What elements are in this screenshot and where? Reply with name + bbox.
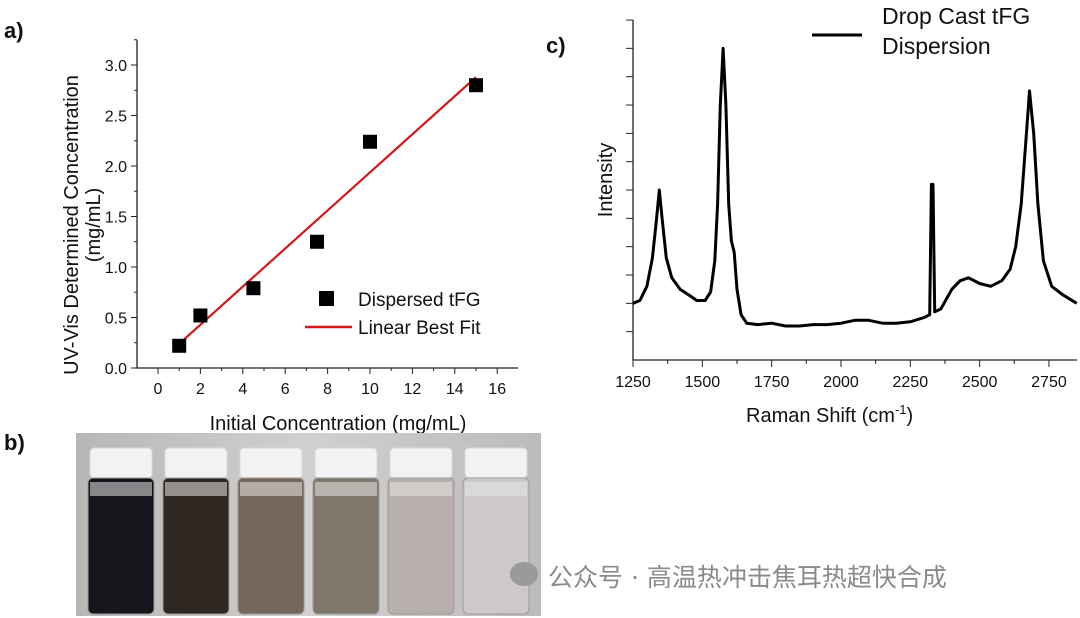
chart-c-x-tick-label: 1250 [615,374,651,391]
chart-a-x-tick-label: 6 [281,381,290,398]
vial [387,447,455,615]
vial-neck [315,482,377,496]
chart-a: UV-Vis Determined Concentration (mg/mL) … [61,39,518,435]
chart-a-y-tick-label: 0.0 [105,361,127,378]
vial-body [162,477,230,615]
legend-c-label-2: Dispersion [882,33,991,59]
chart-c-x-tick-label: 1500 [685,374,721,391]
legend-a-series-1: Dispersed tFG [358,290,480,311]
vial-cap [89,447,153,479]
chart-a-y-tick-label: 2.5 [105,109,127,126]
chart-c-ylabel: Intensity [595,143,617,217]
chart-c-x-tick-label: 2000 [823,374,859,391]
vial [462,447,530,615]
chart-a-x-tick-label: 14 [446,381,464,398]
chart-a-x-tick-label: 0 [154,381,163,398]
vial-neck [240,482,302,496]
vial [237,447,305,615]
chart-a-x-tick-label: 16 [488,381,506,398]
chart-a-x-tick-label: 10 [361,381,379,398]
vial-body [237,477,305,615]
data-point [246,281,261,296]
chart-a-x-tick-label: 4 [238,381,247,398]
vial-body [462,477,530,615]
vial-cap [164,447,228,479]
chart-a-y-tick-label: 1.0 [105,260,127,277]
raman-spectrum-line [632,46,1078,328]
legend-c-label-1: Drop Cast tFG [882,3,1030,29]
chart-a-x-tick-label: 2 [196,381,205,398]
legend-a-series-2: Linear Best Fit [358,318,481,339]
legend-a-marker-icon [319,291,334,306]
chart-c: Intensity Raman Shift (cm-1) Drop Cast t… [595,3,1078,427]
chart-a-x-tick-label: 8 [323,381,332,398]
chart-c-x-tick-label: 2750 [1031,374,1067,391]
data-point [363,134,377,149]
vial-cap [239,447,303,479]
chart-a-x-tick-label: 12 [404,381,422,398]
chart-a-ylabel-2: (mg/mL) [83,188,105,262]
vial-body [87,477,155,615]
vial-neck [390,482,452,496]
vial [162,447,230,615]
vial [312,447,380,615]
vial-cap [464,447,528,479]
chart-a-y-tick-label: 1.5 [105,210,127,227]
vial-neck [90,482,152,496]
chart-a-y-tick-label: 2.0 [105,159,127,176]
chart-a-xlabel: Initial Concentration (mg/mL) [210,413,467,435]
chart-a-y-tick-label: 0.5 [105,311,127,328]
wechat-icon [510,562,538,586]
panel-label-a: a) [4,18,24,43]
data-point [310,234,324,249]
vial-body [312,477,380,615]
vial-cap [389,447,453,479]
vials-photo [76,433,541,616]
chart-c-x-tick-label: 1750 [754,374,790,391]
vial-neck [465,482,527,496]
vial-neck [165,482,227,496]
panel-label-b: b) [4,430,25,455]
vial [87,447,155,615]
chart-a-ylabel-1: UV-Vis Determined Concentration [61,75,83,375]
vial-cap [314,447,378,479]
data-point [172,338,187,353]
chart-c-xlabel: Raman Shift (cm-1) [746,402,913,427]
fit-line [178,76,477,345]
watermark: 公众号 · 高温热冲击焦耳热超快合成 [548,563,947,592]
panel-label-c: c) [546,33,566,58]
vial-body [387,477,455,615]
chart-c-x-tick-label: 2500 [962,374,998,391]
data-point [193,308,208,323]
chart-c-x-tick-label: 2250 [893,374,929,391]
data-point [469,78,483,93]
chart-a-y-tick-label: 3.0 [105,58,127,75]
